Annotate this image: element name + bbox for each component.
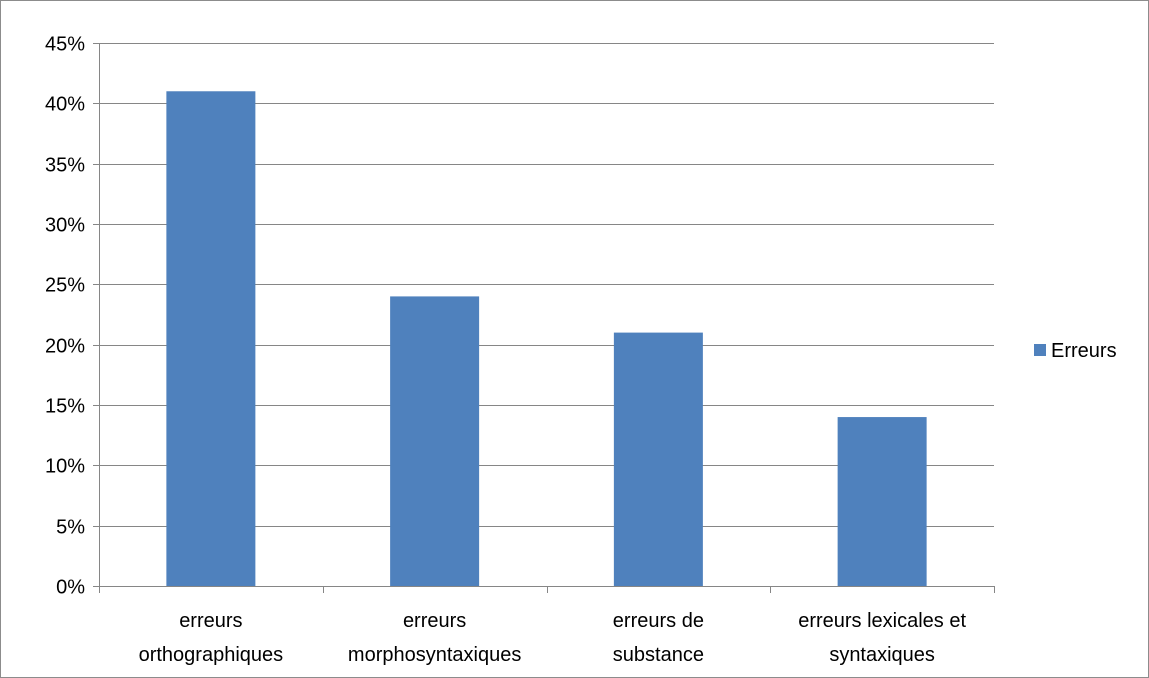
legend-item: Erreurs — [1034, 340, 1117, 362]
y-tick-label: 5% — [56, 517, 85, 539]
y-tick-label: 30% — [45, 215, 85, 237]
x-category-label: erreurs — [179, 610, 242, 632]
x-category-label: erreurs lexicales et — [798, 610, 966, 632]
legend-label: Erreurs — [1051, 340, 1117, 362]
y-tick-label: 35% — [45, 155, 85, 177]
x-category-label: erreurs de — [613, 610, 704, 632]
bar — [837, 417, 927, 586]
y-tick-label: 15% — [45, 396, 85, 418]
x-category-label: orthographiques — [139, 644, 284, 666]
legend-swatch — [1034, 344, 1046, 356]
legend: Erreurs — [1034, 340, 1117, 362]
x-category-label: syntaxiques — [829, 644, 935, 666]
axes — [93, 43, 995, 593]
bar — [166, 91, 256, 587]
x-category-label: erreurs — [403, 610, 466, 632]
x-category-label: morphosyntaxiques — [348, 644, 521, 666]
y-tick-label: 45% — [45, 34, 85, 56]
bars — [166, 91, 927, 587]
x-axis-category-labels: erreurs orthographiques erreurs morphosynta… — [139, 610, 967, 666]
y-tick-label: 10% — [45, 456, 85, 478]
y-tick-label: 25% — [45, 275, 85, 297]
y-tick-label: 40% — [45, 94, 85, 116]
bar — [613, 332, 703, 586]
y-axis-tick-labels: 0% 5% 10% 15% 20% 25% 30% 35% 40% 45% — [45, 34, 85, 599]
bar — [390, 296, 480, 586]
y-tick-label: 20% — [45, 336, 85, 358]
x-category-label: substance — [613, 644, 704, 666]
y-tick-label: 0% — [56, 577, 85, 599]
